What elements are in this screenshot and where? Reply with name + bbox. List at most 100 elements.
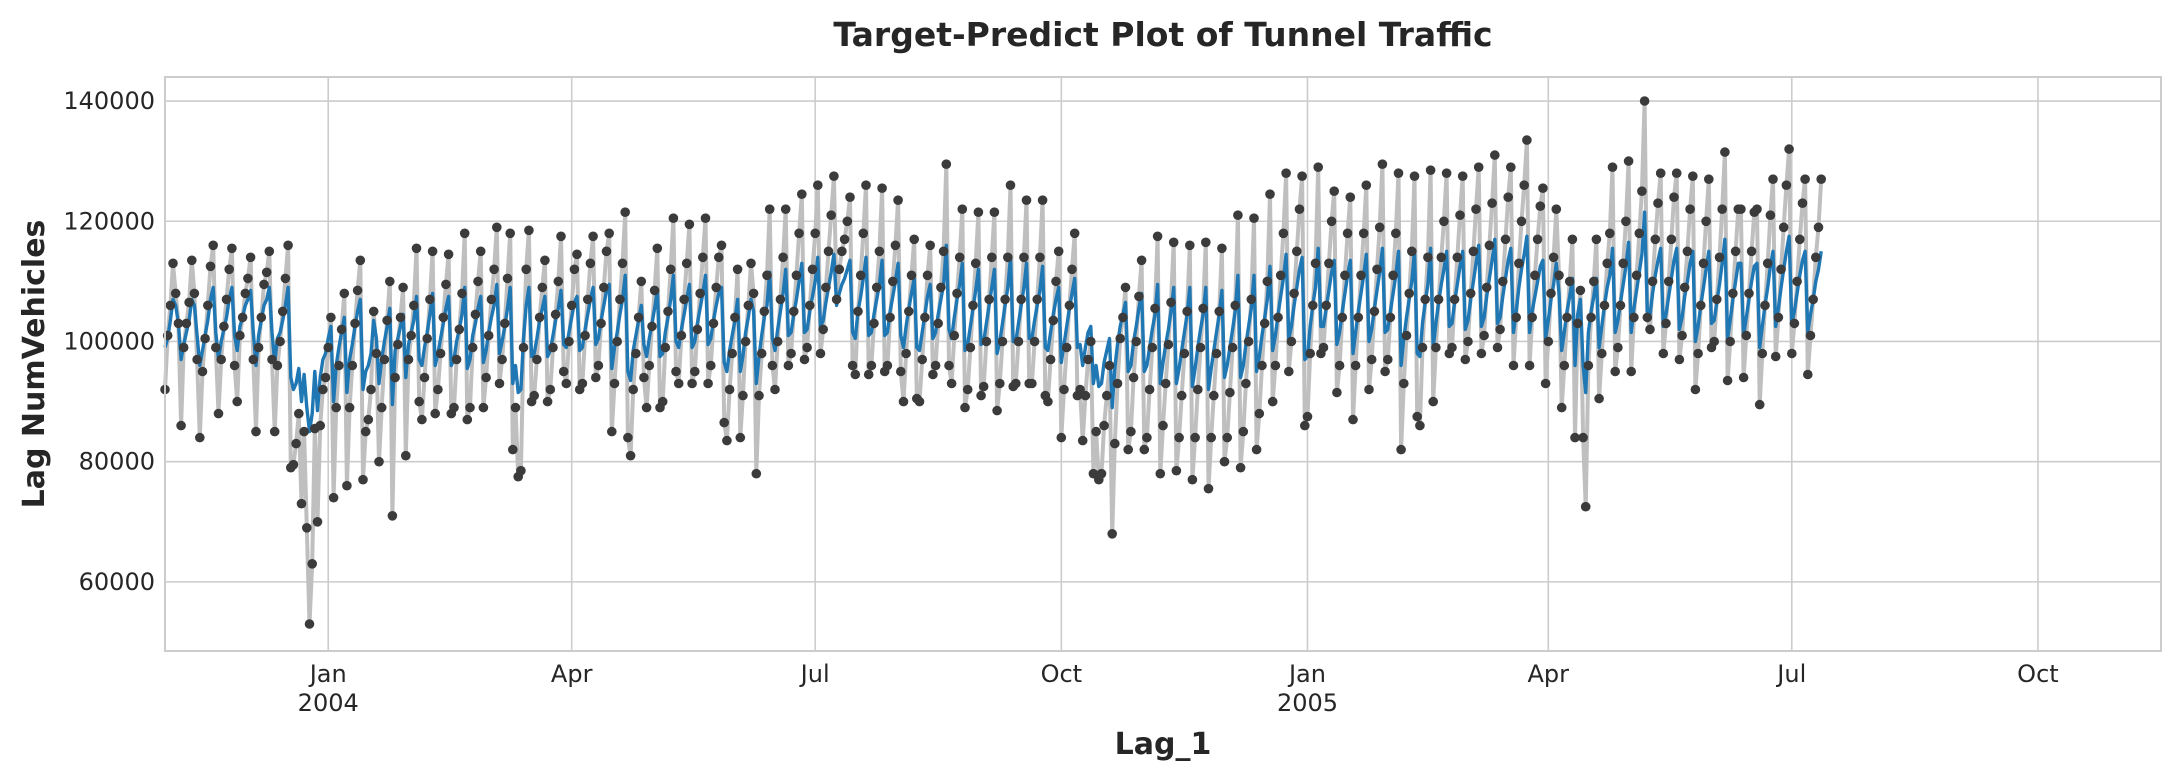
target-point	[904, 306, 914, 317]
target-point	[288, 459, 299, 470]
target-point	[1463, 336, 1473, 347]
target-point	[497, 354, 507, 365]
target-point	[360, 426, 371, 437]
target-point	[1816, 174, 1826, 184]
target-point	[708, 318, 719, 329]
target-point	[1409, 171, 1420, 181]
target-point	[443, 249, 454, 260]
target-point	[1321, 300, 1331, 311]
target-point	[1433, 294, 1444, 305]
target-point	[1345, 192, 1356, 202]
target-point	[1704, 174, 1714, 184]
target-point	[869, 318, 879, 329]
target-point	[1580, 501, 1591, 512]
x-tick-sublabel: 2005	[1277, 689, 1338, 717]
target-point	[789, 306, 799, 317]
target-point	[746, 258, 756, 269]
target-point	[1599, 300, 1610, 311]
target-point	[1267, 396, 1278, 407]
x-tick-label: Oct	[1041, 660, 1083, 688]
target-point	[582, 294, 593, 305]
target-point	[1647, 276, 1658, 287]
y-tick-label: 120000	[63, 207, 155, 235]
target-point	[532, 354, 542, 365]
target-point	[1519, 180, 1529, 190]
target-point	[1329, 186, 1339, 196]
target-point	[1543, 336, 1554, 347]
target-point	[917, 354, 927, 365]
target-point	[1380, 366, 1390, 377]
target-point	[1225, 387, 1235, 398]
target-point	[1300, 420, 1310, 431]
target-point	[318, 384, 328, 395]
target-point	[470, 309, 481, 320]
target-point	[430, 408, 441, 419]
target-point	[1455, 210, 1465, 220]
target-point	[1682, 246, 1693, 257]
target-point	[259, 279, 269, 290]
target-point	[449, 402, 459, 413]
target-point	[625, 450, 636, 461]
target-point	[1128, 372, 1139, 383]
target-point	[558, 366, 569, 377]
target-point	[1241, 378, 1251, 389]
target-point	[1407, 246, 1417, 257]
target-point	[1594, 393, 1604, 404]
target-point	[379, 354, 390, 365]
target-point	[1053, 246, 1064, 257]
target-point	[1575, 285, 1586, 296]
target-point	[1142, 432, 1152, 443]
target-point	[1538, 183, 1548, 193]
target-point	[1166, 297, 1176, 308]
x-tick-label: Oct	[2017, 660, 2059, 688]
target-point	[1139, 444, 1150, 455]
target-point	[1516, 216, 1527, 227]
target-point	[850, 369, 861, 380]
target-point	[529, 390, 539, 401]
chart-title: Target-Predict Plot of Tunnel Traffic	[833, 15, 1492, 54]
target-point	[612, 336, 622, 347]
target-point	[352, 285, 363, 296]
target-point	[690, 366, 700, 377]
target-point	[762, 270, 772, 281]
target-point	[1663, 276, 1674, 287]
target-point	[1532, 234, 1543, 245]
target-point	[1340, 270, 1350, 281]
target-point	[203, 300, 213, 311]
target-point	[957, 204, 968, 214]
target-point	[623, 432, 633, 443]
target-point	[334, 360, 344, 371]
target-point	[1396, 444, 1406, 455]
target-point	[1457, 171, 1468, 181]
target-point	[1669, 192, 1679, 202]
target-point	[1800, 174, 1810, 184]
target-point	[938, 246, 949, 257]
target-point	[1158, 420, 1168, 431]
target-point	[253, 342, 264, 353]
target-point	[500, 318, 510, 329]
target-point	[754, 390, 764, 401]
target-point	[1741, 330, 1752, 341]
x-tick-sublabel: 2004	[298, 689, 359, 717]
target-point	[227, 243, 237, 254]
target-point	[1337, 312, 1348, 323]
target-point	[170, 288, 181, 299]
target-point	[331, 402, 342, 413]
x-axis-title: Lag_1	[1115, 727, 1212, 762]
target-point	[698, 252, 708, 263]
target-point	[714, 252, 724, 263]
target-point	[1251, 444, 1262, 455]
target-point	[1292, 246, 1302, 257]
target-point	[660, 342, 671, 353]
target-point	[1077, 435, 1088, 446]
target-point	[1353, 312, 1364, 323]
target-point	[492, 222, 502, 233]
target-point	[738, 390, 748, 401]
target-point	[438, 312, 449, 323]
target-point	[1473, 162, 1484, 172]
target-point	[665, 264, 676, 275]
target-point	[1693, 348, 1703, 359]
target-point	[596, 318, 606, 329]
target-point	[1313, 162, 1323, 172]
target-point	[1350, 360, 1361, 371]
